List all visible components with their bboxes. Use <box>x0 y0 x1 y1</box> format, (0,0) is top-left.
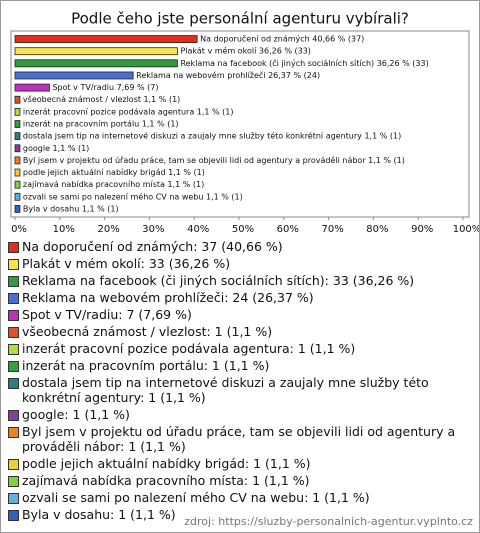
bar-label: google 1,1 % (1) <box>23 144 89 153</box>
bar-label: Byla v dosahu 1,1 % (1) <box>23 204 119 213</box>
x-tick-label: 30% <box>142 224 164 235</box>
legend-swatch <box>8 493 19 504</box>
legend-swatch <box>8 510 19 521</box>
bar <box>14 168 21 177</box>
legend-swatch <box>8 242 19 253</box>
bar-label: ozvali se sami po nalezení mého CV na we… <box>23 191 243 201</box>
legend-item: Reklama na facebook (či jiných sociálníc… <box>7 273 473 288</box>
bar-label: Plakát v mém okolí 36,26 % (33) <box>180 46 311 56</box>
x-tick-label: 40% <box>187 224 209 235</box>
bar-label: Reklama na webovém prohlížeči 26,37 % (2… <box>136 70 320 80</box>
legend-swatch <box>8 276 19 287</box>
legend-label: podle jejich aktuální nabídky brigád: 1 … <box>22 456 311 471</box>
legend-label: Plakát v mém okolí: 33 (36,26 %) <box>22 256 231 271</box>
legend-item: inzerát pracovní pozice podávala agentur… <box>7 341 473 356</box>
legend-item: Byla v dosahu: 1 (1,1 %) <box>7 507 473 522</box>
x-tick-label: 90% <box>411 224 433 235</box>
bar-label: Spot v TV/radiu 7,69 % (7) <box>52 83 158 92</box>
legend-swatch <box>8 378 19 389</box>
x-tick-label: 50% <box>232 224 254 235</box>
legend-item: google: 1 (1,1 %) <box>7 407 473 422</box>
legend-label: google: 1 (1,1 %) <box>22 407 130 422</box>
chart-title: Podle čeho jste personální agenturu vybí… <box>71 10 409 28</box>
legend-item: Plakát v mém okolí: 33 (36,26 %) <box>7 256 473 271</box>
x-tick-label: 70% <box>321 224 343 235</box>
bar-label: inzerát na pracovním portálu 1,1 % (1) <box>23 120 179 129</box>
x-tick-label: 0% <box>11 224 27 235</box>
legend-label: ozvali se sami po nalezení mého CV na we… <box>22 490 370 505</box>
legend-label: inzerát na pracovním portálu: 1 (1,1 %) <box>22 358 270 373</box>
legend-swatch <box>8 361 19 372</box>
legend-label: inzerát pracovní pozice podávala agentur… <box>22 341 356 356</box>
bar <box>14 192 21 201</box>
legend-swatch <box>8 310 19 321</box>
legend-item: Reklama na webovém prohlížeči: 24 (26,37… <box>7 290 473 305</box>
legend-label: všeobecná známost / vlezlost: 1 (1,1 %) <box>22 324 273 339</box>
legend-swatch <box>8 476 19 487</box>
plot-frame <box>10 30 470 218</box>
legend-item: dostala jsem tip na internetové diskuzi … <box>7 375 473 405</box>
bar-label: Reklama na facebook (či jiných sociálníc… <box>180 58 428 68</box>
bar-label: podle jejich aktuální nabídky brigád 1,1… <box>23 168 205 177</box>
bar <box>14 47 178 56</box>
chart: Podle čeho jste personální agenturu vybí… <box>10 10 479 235</box>
legend-label: Spot v TV/radiu: 7 (7,69 %) <box>22 307 192 322</box>
x-tick-label: 80% <box>366 224 388 235</box>
legend-swatch <box>8 293 19 304</box>
bar <box>14 59 178 68</box>
legend-item: zajímavá nabídka pracovního místa: 1 (1,… <box>7 473 473 488</box>
legend-item: Na doporučení od známých: 37 (40,66 %) <box>7 239 473 254</box>
bar-label: všeobecná známost / vlezlost 1,1 % (1) <box>23 94 180 104</box>
legend-swatch <box>8 344 19 355</box>
legend: Na doporučení od známých: 37 (40,66 %) Pl… <box>7 239 473 524</box>
x-tick-label: 60% <box>277 224 299 235</box>
legend-item: Spot v TV/radiu: 7 (7,69 %) <box>7 307 473 322</box>
bar <box>14 180 21 189</box>
legend-swatch <box>8 427 19 438</box>
legend-label: zajímavá nabídka pracovního místa: 1 (1,… <box>22 473 310 488</box>
legend-label: Byl jsem v projektu od úřadu práce, tam … <box>22 424 456 454</box>
bar-label: inzerát pracovní pozice podávala agentur… <box>23 107 234 116</box>
legend-swatch <box>8 259 19 270</box>
x-tick-label: 10% <box>53 224 75 235</box>
bar <box>14 83 50 92</box>
x-tick-label: 20% <box>97 224 119 235</box>
legend-label: Reklama na webovém prohlížeči: 24 (26,37… <box>22 290 314 305</box>
bar-label: Byl jsem v projektu od úřadu práce, tam … <box>23 156 405 165</box>
legend-label: Reklama na facebook (či jiných sociálníc… <box>22 273 415 288</box>
legend-item: ozvali se sami po nalezení mého CV na we… <box>7 490 473 505</box>
legend-item: Byl jsem v projektu od úřadu práce, tam … <box>7 424 473 454</box>
bar <box>14 132 21 141</box>
legend-swatch <box>8 410 19 421</box>
bar <box>14 95 21 104</box>
legend-label: dostala jsem tip na internetové diskuzi … <box>22 375 429 405</box>
bar <box>14 120 21 128</box>
legend-item: podle jejich aktuální nabídky brigád: 1 … <box>7 456 473 471</box>
bar <box>14 156 21 165</box>
bar-label: zajímavá nabídka pracovního místa 1,1 % … <box>23 180 204 189</box>
legend-swatch <box>8 327 19 338</box>
bar-label: dostala jsem tip na internetové diskuzi … <box>23 131 401 141</box>
bar <box>14 71 134 80</box>
x-tick-label: 100% <box>453 224 479 235</box>
legend-label: Na doporučení od známých: 37 (40,66 %) <box>22 239 283 254</box>
legend-item: inzerát na pracovním portálu: 1 (1,1 %) <box>7 358 473 373</box>
legend-swatch <box>8 459 19 470</box>
bar <box>14 35 198 43</box>
bar <box>14 205 21 213</box>
bar <box>14 107 21 116</box>
bar <box>14 144 21 153</box>
legend-label: Byla v dosahu: 1 (1,1 %) <box>22 507 176 522</box>
legend-item: všeobecná známost / vlezlost: 1 (1,1 %) <box>7 324 473 339</box>
source: zdroj: https://sluzby-personalnich-agent… <box>184 515 473 528</box>
bar-label: Na doporučení od známých 40,66 % (37) <box>200 34 364 44</box>
